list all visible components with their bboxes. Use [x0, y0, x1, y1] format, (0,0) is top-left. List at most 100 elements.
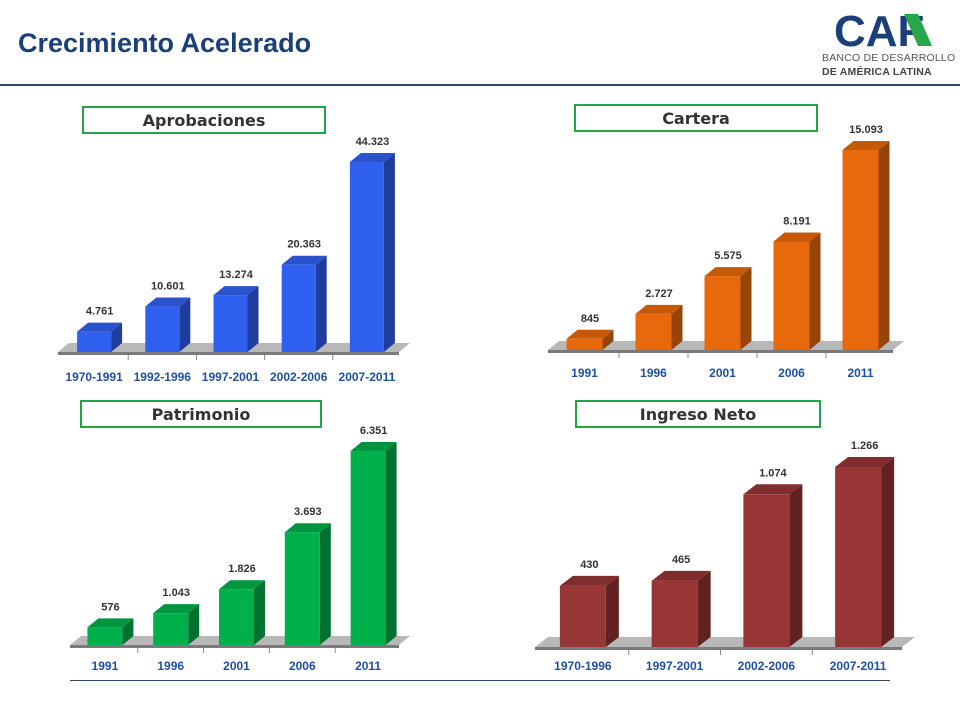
data-label: 430	[580, 559, 598, 571]
bar-top	[773, 232, 821, 242]
bar-side	[740, 267, 752, 350]
bar-front	[743, 494, 790, 647]
bar-top	[153, 604, 200, 614]
data-label: 2.727	[645, 288, 673, 300]
data-label: 20.363	[287, 239, 321, 251]
tick-label: 2006	[289, 659, 316, 673]
data-label: 1.043	[162, 587, 190, 599]
bar-top	[651, 570, 711, 581]
bottom-divider	[70, 680, 890, 681]
bar-side	[809, 232, 821, 350]
bar-top	[87, 618, 134, 628]
bar-top	[281, 255, 327, 265]
bar	[77, 322, 123, 352]
bar-side	[315, 255, 327, 352]
bar	[213, 286, 259, 352]
bar	[350, 442, 397, 645]
data-label: 576	[101, 601, 119, 613]
bar	[559, 575, 619, 647]
bar-side	[697, 570, 711, 647]
bar-front	[842, 150, 879, 350]
bar	[281, 255, 327, 352]
bar-side	[881, 457, 895, 647]
bar-side	[383, 153, 395, 352]
bar-front	[77, 331, 112, 352]
bar-side	[671, 304, 683, 350]
tick-label: 2002-2006	[270, 370, 328, 384]
bar-front	[350, 451, 386, 645]
bar-front	[213, 295, 248, 352]
tick-label: 2007-2011	[830, 659, 887, 673]
bar-side	[878, 141, 890, 350]
tick-label: 2001	[709, 366, 736, 380]
bar-top	[559, 575, 619, 586]
bar	[835, 457, 895, 647]
tick-label: 1991	[571, 366, 598, 380]
tick-label: 1996	[640, 366, 667, 380]
bar-front	[835, 467, 882, 647]
chart-2: 576 1991 1.043 1996 1.826 2001 3.693 2006 6.351 2…	[70, 425, 410, 673]
bar-side	[179, 297, 191, 352]
bar	[651, 570, 711, 647]
bar-front	[566, 338, 603, 350]
chart-title-ingreso-neto: Ingreso Neto	[575, 400, 821, 428]
tick-label: 2002-2006	[738, 659, 796, 673]
bar-front	[349, 162, 384, 352]
bar-front	[773, 241, 810, 350]
chart-title-patrimonio: Patrimonio	[80, 400, 322, 428]
data-label: 6.351	[360, 425, 388, 437]
bar	[87, 618, 134, 645]
bar-side	[605, 575, 619, 647]
data-label: 10.601	[151, 281, 185, 293]
bar-front	[153, 613, 189, 645]
data-label: 3.693	[294, 506, 322, 518]
tick-label: 2011	[355, 659, 381, 673]
data-label: 1.266	[851, 440, 879, 452]
bar-front	[704, 276, 741, 350]
tick-label: 2006	[778, 366, 805, 380]
chart-floor-edge	[535, 647, 902, 650]
bar-side	[789, 484, 803, 647]
bar-top	[704, 267, 752, 277]
data-label: 5.575	[714, 250, 742, 262]
bar-front	[145, 306, 180, 352]
bar-top	[349, 153, 395, 162]
bar-side	[247, 286, 259, 352]
tick-label: 1970-1991	[65, 370, 123, 384]
bar-top	[284, 523, 331, 533]
bar-front	[284, 532, 320, 645]
chart-title-cartera: Cartera	[574, 104, 818, 132]
bar	[743, 484, 803, 647]
bar	[773, 232, 821, 350]
chart-floor	[535, 637, 915, 647]
data-label: 13.274	[219, 269, 254, 281]
bar-top	[213, 286, 259, 296]
caf-logo: CAF BANCO DE DESARROLLO DE AMÉRICA LATIN…	[820, 10, 960, 80]
bar-side	[319, 523, 331, 645]
tick-label: 1996	[157, 659, 184, 673]
bar-side	[122, 618, 134, 645]
bar	[635, 304, 683, 350]
chart-floor-edge	[548, 350, 893, 353]
bar-top	[842, 141, 890, 150]
bar	[566, 329, 614, 350]
bar-side	[188, 604, 200, 645]
bar	[284, 523, 331, 645]
tick-label: 1997-2001	[202, 370, 260, 384]
bar-top	[635, 304, 683, 314]
data-label: 4.761	[86, 306, 114, 318]
chart-3: 430 1970-1996 465 1997-2001 1.074 2002-2006 1.…	[535, 440, 915, 673]
bar	[145, 297, 191, 352]
title-divider	[0, 84, 960, 86]
data-label: 44.323	[356, 136, 390, 148]
bar-front	[559, 585, 606, 647]
bar-front	[635, 313, 672, 350]
bar-top	[835, 457, 895, 467]
data-label: 465	[672, 554, 690, 566]
bar-top	[77, 322, 123, 332]
bar-top	[350, 442, 397, 451]
tick-label: 1997-2001	[646, 659, 704, 673]
tick-label: 1970-1996	[554, 659, 612, 673]
bar-top	[145, 297, 191, 307]
